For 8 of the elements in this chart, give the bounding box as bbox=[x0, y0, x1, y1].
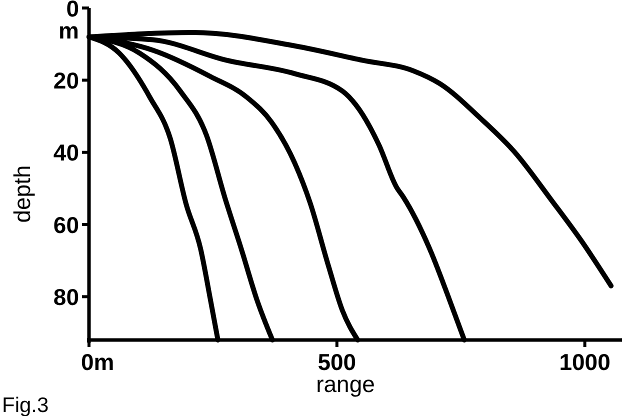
x-tick-label: 0m bbox=[81, 349, 114, 375]
caption: Fig.3 bbox=[2, 394, 49, 416]
y-axis-title: depth bbox=[9, 165, 35, 223]
y-tick-label: 40 bbox=[53, 140, 79, 166]
y-tick-label: 80 bbox=[53, 284, 79, 310]
x-tick-label: 1000 bbox=[559, 349, 610, 375]
y-tick-label: 20 bbox=[53, 67, 79, 94]
y-tick-label: 60 bbox=[53, 212, 79, 238]
